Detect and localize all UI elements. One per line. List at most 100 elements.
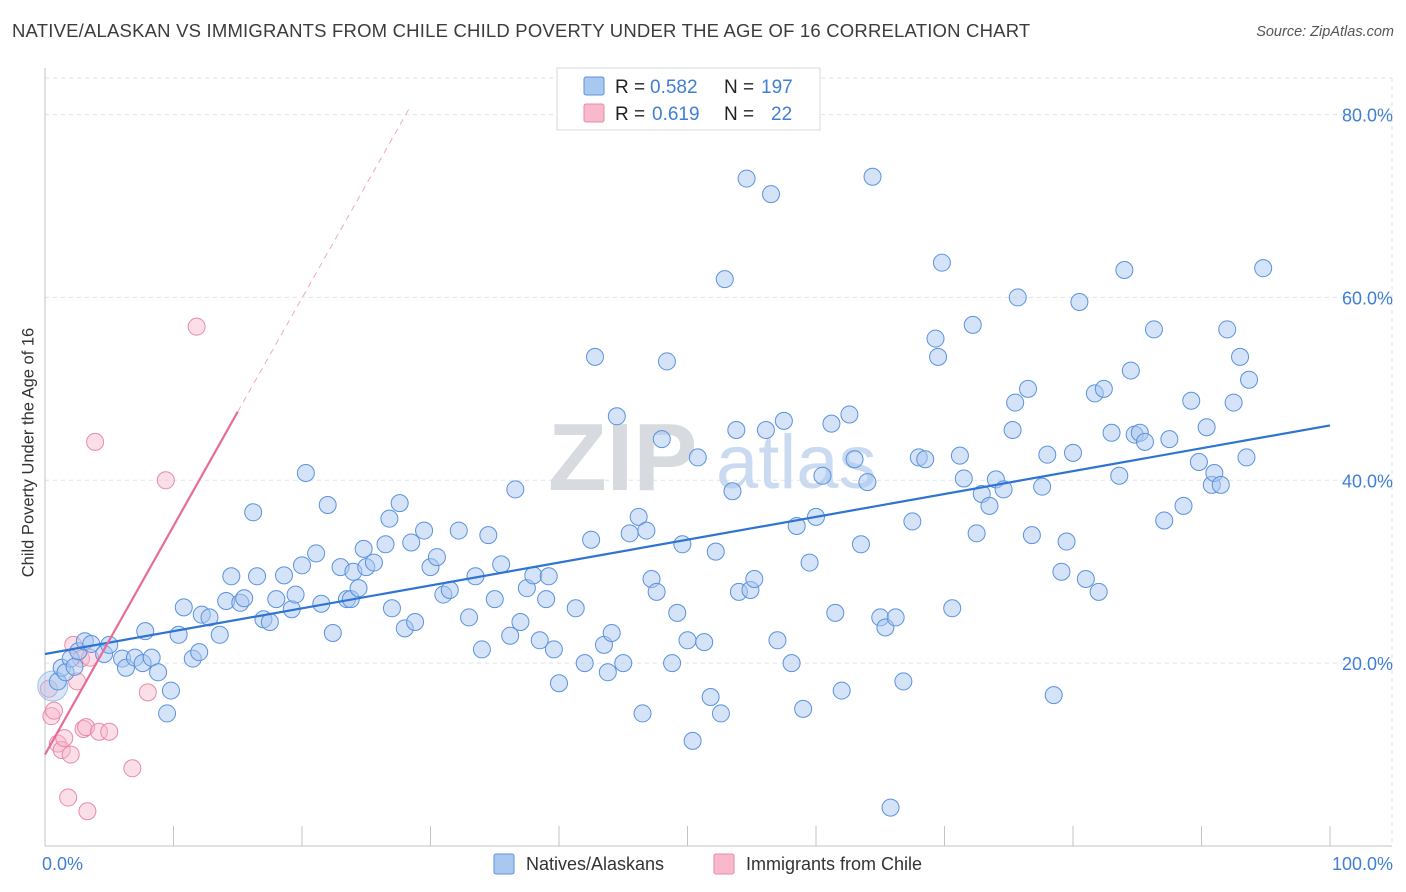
correlation-legend: R = 0.582 N = 197 R = 0.619 N = 22 [556,67,821,131]
data-point-native [663,654,682,673]
data-point-chile [100,722,119,741]
data-point-native [174,598,193,617]
data-point-chile [52,741,71,759]
data-point-chile [61,745,80,764]
data-point-native [296,463,315,482]
y-tick-label: 80.0% [1342,106,1393,126]
data-point-native [501,626,520,645]
data-point-chile [187,317,206,336]
data-point-native [954,469,973,488]
data-point-native [293,556,311,575]
data-point-native [190,643,209,662]
data-point-native [683,731,702,750]
data-point-chile [89,722,108,741]
data-point-native [566,599,585,618]
data-point-native [530,631,549,650]
data-point-native [1174,496,1193,515]
data-point-native [1019,379,1038,398]
data-point-native [354,539,373,558]
data-point-native [652,430,671,449]
data-point-native [149,663,168,682]
data-point-native [620,524,639,543]
data-point-native [863,167,882,186]
legend-item-chile-label: Immigrants from Chile [746,854,922,874]
data-point-native [364,553,383,572]
legend-n-label: N = [724,104,754,125]
trend-layer [44,107,1331,756]
y-tick-label: 20.0% [1342,654,1393,674]
data-point-native [932,253,951,272]
data-point-native [894,672,913,691]
data-point-native [774,411,793,430]
data-point-native [1237,448,1256,467]
data-point-native [415,521,434,540]
data-point-native [794,699,813,718]
data-point-native [598,663,617,682]
data-point-native [286,585,305,604]
data-point-native [727,421,746,439]
data-point-native [158,704,177,723]
data-point-native [406,613,425,631]
legend-r-value: 0.582 [650,77,698,98]
data-point-native [506,480,525,499]
data-point-native [607,407,626,426]
data-point-native [840,405,859,424]
data-point-native [1155,511,1174,530]
legend-r-value: 0.619 [652,104,700,125]
data-point-native [1057,532,1076,551]
data-point-native [390,494,409,513]
data-point-native [323,623,342,642]
trend-line-chile-extension [237,107,411,412]
data-point-native [1052,562,1071,581]
data-point-native [539,567,558,586]
data-point-native [858,473,877,492]
data-point-native [832,681,851,700]
data-point-native [511,613,530,631]
data-point-native [550,674,568,693]
series-legend: Natives/Alaskans Immigrants from Chile [493,853,922,875]
data-point-native [582,530,601,549]
data-point-native [244,503,263,522]
data-point-native [980,496,999,515]
data-point-chile [44,701,63,720]
data-point-native [943,599,962,618]
data-point-native [826,603,845,622]
data-point-native [382,599,401,618]
data-point-native [929,347,948,366]
data-point-native [575,654,594,673]
data-point-native [715,270,734,289]
data-point-native [1022,526,1041,545]
data-point-chile [138,683,157,702]
data-point-native [222,567,241,586]
data-point-native [1070,293,1089,311]
data-point-native [1110,466,1129,485]
data-point-native [950,446,969,465]
data-point-native [1102,423,1121,442]
trend-line-natives [44,424,1331,656]
legend-item-natives-label: Natives/Alaskans [526,854,664,874]
data-point-native [585,347,604,366]
data-point-native [485,590,504,609]
data-point-native [267,590,286,609]
tick-labels: 20.0% 40.0% 60.0% 80.0% 0.0% 100.0% [42,106,1393,874]
data-point-native [402,533,421,552]
data-point-native [210,625,229,644]
data-point-native [963,315,982,334]
data-point-native [1033,477,1052,496]
data-point-native [1189,453,1208,471]
data-point-native [1182,391,1201,410]
legend-n-value: 197 [761,77,793,98]
data-point-native [614,654,633,673]
natives-alaskans-points [37,167,1273,817]
trend-line-chile [44,411,239,756]
data-point-native [524,566,543,585]
data-point-native [967,524,986,543]
legend-item-chile-swatch [713,853,735,875]
data-point-native [1008,288,1027,307]
data-point-chile [55,729,74,748]
data-point-native [1160,430,1179,449]
source-label: Source: ZipAtlas.com [1256,24,1394,40]
data-point-native [711,704,730,723]
legend-r-label: R = [615,77,645,98]
